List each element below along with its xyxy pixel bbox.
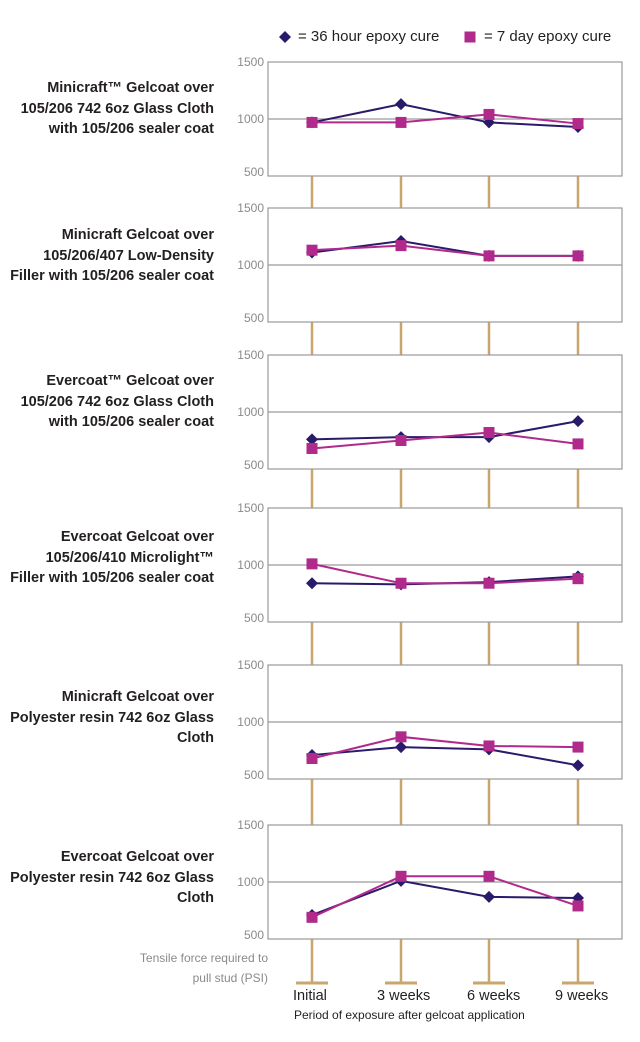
panel-5-tick-1500: 1500 <box>237 658 264 672</box>
panel-4-tick-500: 500 <box>244 611 264 625</box>
panel-2-series-2-point-4 <box>572 250 584 262</box>
panel-5-series-2-point-3 <box>483 740 495 752</box>
panel-1-series-2-point-1 <box>306 116 318 128</box>
legend-diamond-marker <box>279 31 291 43</box>
panel-4-series-2-line <box>311 562 579 585</box>
panel-3-tick-1500: 1500 <box>237 348 264 362</box>
x-axis-title: Period of exposure after gelcoat applica… <box>294 1008 525 1022</box>
y-axis-label: Tensile force required to pull stud (PSI… <box>139 951 268 985</box>
panel-6-label: Evercoat Gelcoat over Polyester resin 74… <box>10 849 214 906</box>
panel-6-tick-500: 500 <box>244 928 264 942</box>
panel-6-series-2-line <box>311 875 579 919</box>
panel-4-series-2-point-2 <box>395 577 407 589</box>
panel-6-tick-1500: 1500 <box>237 818 264 832</box>
panel-4-series-2-point-4 <box>572 573 584 585</box>
panel-3-tick-1000: 1000 <box>237 405 264 419</box>
legend-7-day-label: = 7 day epoxy cure <box>484 28 612 45</box>
panel-3-tick-500: 500 <box>244 458 264 472</box>
panel-5-series-1-line <box>311 746 579 767</box>
panel-2-series-2-line <box>311 244 578 257</box>
panel-2-series-2-point-1 <box>306 244 318 256</box>
panel-6-series-2-point-3 <box>483 870 495 882</box>
panel-6-series-2-point-2 <box>395 870 407 882</box>
panel-6-series-1-line <box>311 879 579 916</box>
panel-6-series-1-point-3 <box>483 890 495 903</box>
panel-3-label: Evercoat™ Gelcoat over 105/206 742 6oz G… <box>20 373 214 430</box>
x-category-9-weeks: 9 weeks <box>555 988 609 1004</box>
panel-5-tick-1000: 1000 <box>237 715 264 729</box>
panel-2-tick-1000: 1000 <box>237 258 264 272</box>
panel-1-tick-1000: 1000 <box>237 112 264 126</box>
legend-36-hour-label: = 36 hour epoxy cure <box>298 28 440 45</box>
panel-4-series-2-point-3 <box>483 577 495 589</box>
panel-5-tick-500: 500 <box>244 768 264 782</box>
panel-3-series-1-point-4 <box>572 415 584 428</box>
panel-4-tick-1500: 1500 <box>237 501 264 515</box>
panel-1-tick-500: 500 <box>244 165 264 179</box>
panel-3-series-2-point-4 <box>572 438 584 450</box>
panel-1-series-2-point-3 <box>483 108 495 120</box>
panel-1-series-2-line <box>312 113 579 125</box>
panel-4-series-1-point-1 <box>306 577 318 590</box>
panel-5-series-2-line <box>311 735 579 760</box>
panel-5-series-2-point-2 <box>395 731 407 743</box>
panel-5-series-1-point-2 <box>395 741 407 754</box>
panel-2-series-2-point-2 <box>395 240 407 252</box>
panel-1-label: Minicraft™ Gelcoat over 105/206 742 6oz … <box>20 80 214 137</box>
panel-2-label: Minicraft Gelcoat over 105/206/407 Low-D… <box>10 227 214 284</box>
panel-3-series-2-point-1 <box>306 442 318 454</box>
panel-1-series-2-point-4 <box>572 118 584 130</box>
panel-5-series-2-point-1 <box>306 752 318 764</box>
panel-2-series-2-point-3 <box>483 250 495 262</box>
panel-3-series-2-line <box>311 431 579 450</box>
x-category-initial: Initial <box>293 988 327 1004</box>
panel-3-series-1-point-1 <box>306 433 318 446</box>
panel-5-series-1-point-4 <box>572 759 584 772</box>
panel-1-tick-1500: 1500 <box>237 55 264 69</box>
panel-6-series-2-point-1 <box>306 911 318 923</box>
legend-square-marker <box>464 31 476 43</box>
panel-1-series-1-point-2 <box>395 98 407 111</box>
panel-5-label: Minicraft Gelcoat over Polyester resin 7… <box>10 689 214 746</box>
panel-4-tick-1000: 1000 <box>237 558 264 572</box>
panel-2-tick-500: 500 <box>244 311 264 325</box>
panel-6-series-2-point-4 <box>572 900 584 912</box>
panel-1-series-2-point-2 <box>395 116 407 128</box>
panel-6-tick-1000: 1000 <box>237 875 264 889</box>
panel-1-series-1-line <box>311 103 579 128</box>
panel-2-tick-1500: 1500 <box>237 201 264 215</box>
panel-4-label: Evercoat Gelcoat over 105/206/410 Microl… <box>10 529 214 586</box>
panel-5-series-2-point-4 <box>572 741 584 753</box>
panel-3-series-2-point-2 <box>395 435 407 446</box>
x-category-6-weeks: 6 weeks <box>467 988 521 1004</box>
x-category-3-weeks: 3 weeks <box>377 988 431 1004</box>
panel-3-series-2-point-3 <box>483 427 495 439</box>
panel-4-series-2-point-1 <box>306 558 318 570</box>
